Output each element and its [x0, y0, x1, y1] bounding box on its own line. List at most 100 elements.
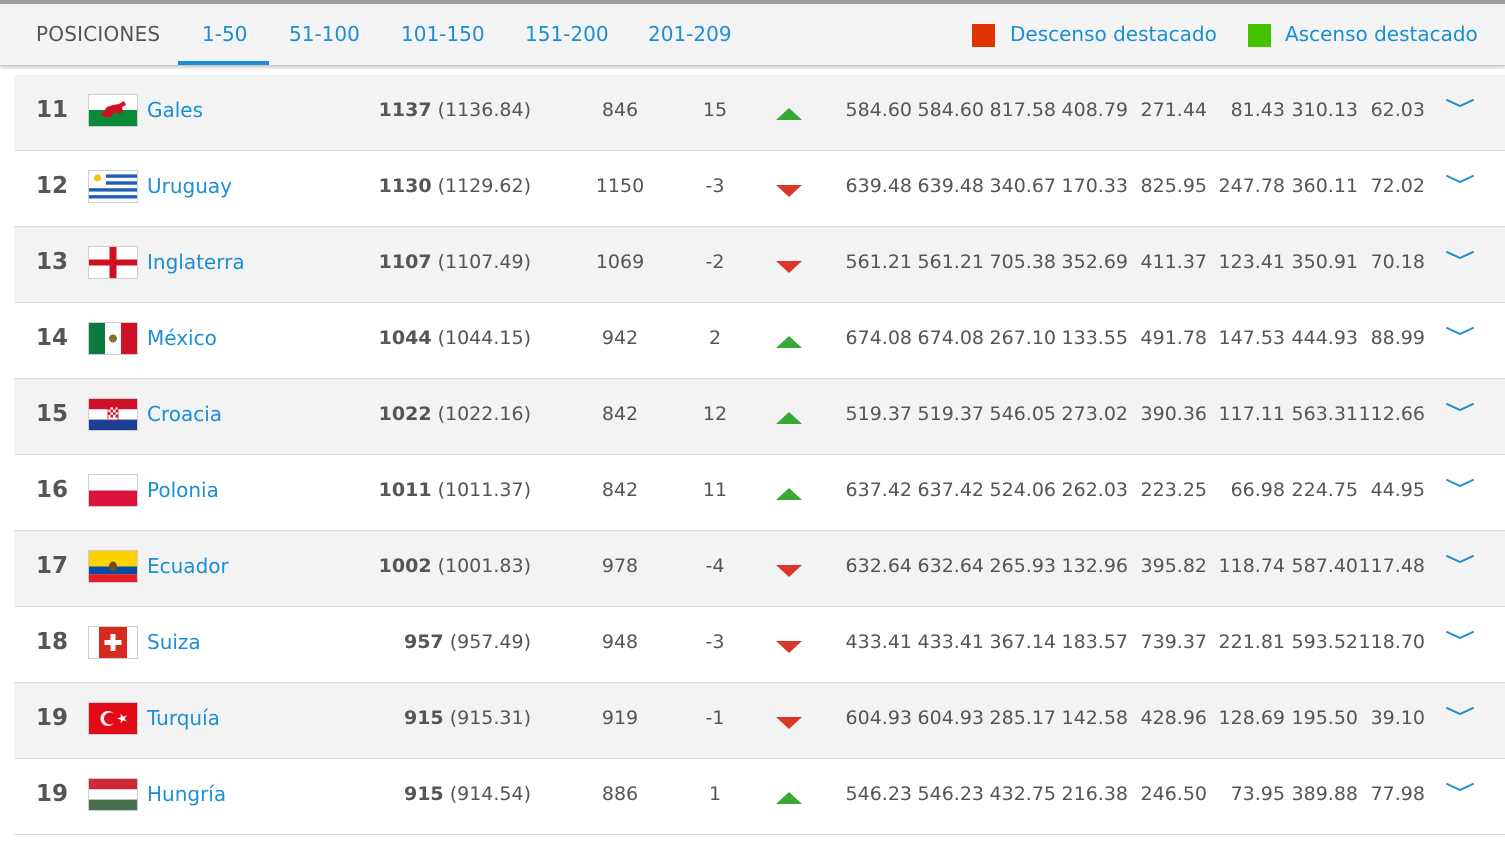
position-change: -4	[705, 555, 725, 577]
chevron-down-icon[interactable]	[1445, 627, 1475, 645]
tab-51-100[interactable]: 51-100	[289, 22, 360, 46]
total-points: 1044 (1044.15)	[379, 327, 531, 349]
ecuador-flag	[88, 550, 138, 583]
ranking-header: POSICIONES 1-50 51-100 101-150 151-200 2…	[0, 4, 1505, 66]
score-value: 408.79	[1061, 99, 1128, 121]
wales-flag	[88, 94, 138, 127]
score-value: 546.05	[989, 403, 1056, 425]
score-value: 411.37	[1140, 251, 1207, 273]
uruguay-flag	[88, 170, 138, 203]
ascent-legend-swatch	[1248, 24, 1271, 47]
points-exact: (1011.37)	[437, 479, 531, 501]
previous-points: 842	[601, 403, 639, 425]
chevron-down-icon[interactable]	[1445, 171, 1475, 189]
score-value: 77.98	[1370, 783, 1425, 805]
table-row: 15 Croacia 1022 (1022.16) 842 12 519.37 519.37…	[14, 379, 1505, 455]
points-rounded: 1002	[378, 555, 432, 577]
previous-points: 948	[601, 631, 639, 653]
points-exact: (1129.62)	[437, 175, 531, 197]
chevron-down-icon[interactable]	[1445, 779, 1475, 797]
chevron-down-icon[interactable]	[1445, 399, 1475, 417]
rank-number: 13	[36, 249, 69, 275]
chevron-down-icon[interactable]	[1445, 475, 1475, 493]
team-link[interactable]: Croacia	[147, 402, 223, 426]
score-value: 584.60	[917, 99, 984, 121]
score-value: 604.93	[845, 707, 912, 729]
score-value: 519.37	[845, 403, 912, 425]
rank-number: 19	[36, 705, 69, 731]
team-link[interactable]: Gales	[147, 98, 204, 122]
tab-1-50[interactable]: 1-50	[177, 22, 270, 65]
tab-201-209[interactable]: 201-209	[648, 22, 732, 46]
trend-up-icon	[776, 792, 802, 804]
score-value: 81.43	[1230, 99, 1285, 121]
score-value: 223.25	[1140, 479, 1207, 501]
score-value: 118.74	[1218, 555, 1285, 577]
position-change: 2	[708, 327, 722, 349]
team-link[interactable]: Turquía	[147, 706, 220, 730]
ascent-legend-label: Ascenso destacado	[1285, 22, 1478, 46]
trend-down-icon	[776, 717, 802, 729]
team-link[interactable]: Suiza	[147, 630, 201, 654]
chevron-down-icon[interactable]	[1445, 703, 1475, 721]
turkey-flag	[88, 702, 138, 735]
chevron-down-icon[interactable]	[1445, 247, 1475, 265]
tab-101-150[interactable]: 101-150	[401, 22, 485, 46]
rank-number: 16	[36, 477, 69, 503]
points-exact: (1044.15)	[437, 327, 531, 349]
descent-legend-label: Descenso destacado	[1010, 22, 1217, 46]
team-link[interactable]: Ecuador	[147, 554, 229, 578]
points-rounded: 915	[403, 707, 444, 729]
score-value: 195.50	[1291, 707, 1358, 729]
previous-points: 886	[601, 783, 639, 805]
points-rounded: 957	[403, 631, 444, 653]
table-row: 11 Gales 1137 (1136.84) 846 15 584.60 584.60 81…	[14, 75, 1505, 151]
tab-151-200[interactable]: 151-200	[525, 22, 609, 46]
previous-points: 942	[601, 327, 639, 349]
poland-flag	[88, 474, 138, 507]
total-points: 1130 (1129.62)	[379, 175, 531, 197]
points-rounded: 1107	[378, 251, 432, 273]
score-value: 147.53	[1218, 327, 1285, 349]
score-value: 216.38	[1061, 783, 1128, 805]
table-row: 18 Suiza 957 (957.49) 948 -3 433.41 433.41 367.…	[14, 607, 1505, 683]
team-link[interactable]: Polonia	[147, 478, 219, 502]
rank-number: 15	[36, 401, 69, 427]
points-exact: (957.49)	[449, 631, 531, 653]
score-value: 360.11	[1291, 175, 1358, 197]
score-value: 123.41	[1218, 251, 1285, 273]
position-change: 12	[702, 403, 728, 425]
position-change: 11	[702, 479, 728, 501]
rank-number: 19	[36, 781, 69, 807]
trend-down-icon	[776, 641, 802, 653]
score-value: 428.96	[1140, 707, 1207, 729]
ranking-table: 11 Gales 1137 (1136.84) 846 15 584.60 584.60 81…	[14, 75, 1505, 835]
score-value: 267.10	[989, 327, 1056, 349]
total-points: 915 (914.54)	[404, 783, 531, 805]
trend-down-icon	[776, 261, 802, 273]
position-change: -2	[705, 251, 725, 273]
score-value: 112.66	[1358, 403, 1425, 425]
score-value: 444.93	[1291, 327, 1358, 349]
total-points: 957 (957.49)	[404, 631, 531, 653]
points-exact: (915.31)	[449, 707, 531, 729]
table-row: 12 Uruguay 1130 (1129.62) 1150 -3 639.48 639.4…	[14, 151, 1505, 227]
rank-number: 14	[36, 325, 69, 351]
score-value: 604.93	[917, 707, 984, 729]
team-link[interactable]: México	[147, 326, 217, 350]
chevron-down-icon[interactable]	[1445, 551, 1475, 569]
score-value: 350.91	[1291, 251, 1358, 273]
team-link[interactable]: Inglaterra	[147, 250, 245, 274]
score-value: 117.11	[1218, 403, 1285, 425]
score-value: 246.50	[1140, 783, 1207, 805]
trend-up-icon	[776, 108, 802, 120]
score-value: 224.75	[1291, 479, 1358, 501]
chevron-down-icon[interactable]	[1445, 95, 1475, 113]
team-link[interactable]: Hungría	[147, 782, 227, 806]
score-value: 593.52	[1291, 631, 1358, 653]
team-link[interactable]: Uruguay	[147, 174, 232, 198]
score-value: 432.75	[989, 783, 1056, 805]
score-value: 563.31	[1291, 403, 1358, 425]
chevron-down-icon[interactable]	[1445, 323, 1475, 341]
score-value: 739.37	[1140, 631, 1207, 653]
